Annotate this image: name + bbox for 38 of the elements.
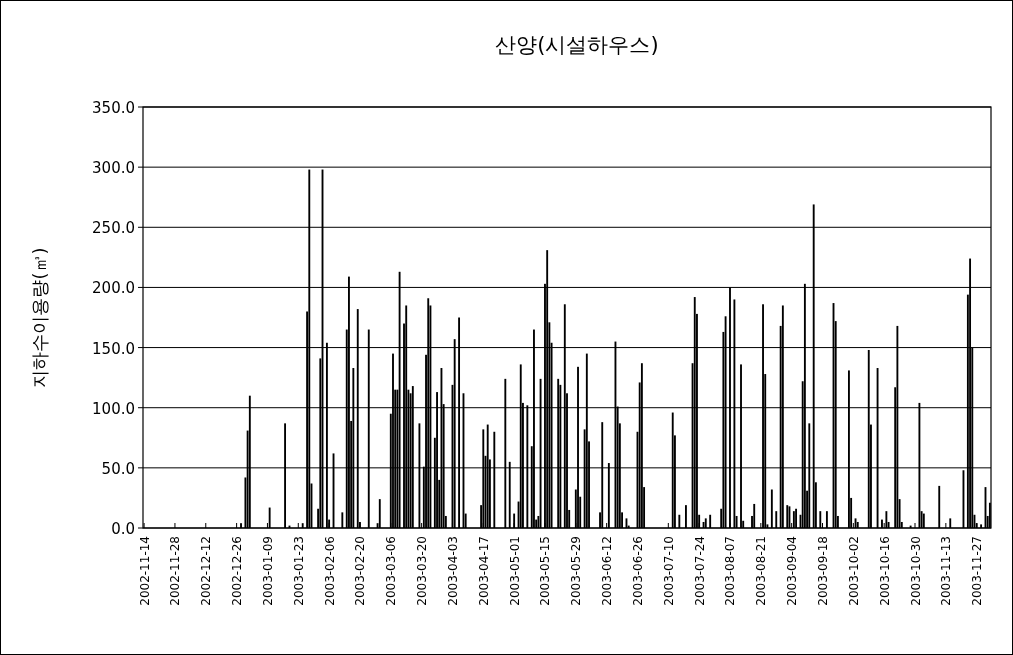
x-tick-label: 2003-06-12 xyxy=(600,536,615,606)
x-tick-label: 2002-11-28 xyxy=(168,536,183,606)
x-tick-label: 2003-09-18 xyxy=(816,536,830,606)
x-tick-label: 2003-06-26 xyxy=(630,536,645,606)
y-tick-label: 0.0 xyxy=(111,520,135,538)
x-tick-label: 2003-11-27 xyxy=(970,536,985,606)
x-tick-label: 2003-11-13 xyxy=(939,536,954,606)
x-tick-label: 2003-05-29 xyxy=(569,536,584,606)
x-tick-label: 2003-10-02 xyxy=(846,536,861,606)
chart-title: 산양(시설하우스) xyxy=(495,33,659,57)
y-tick-label: 50.0 xyxy=(101,459,135,478)
x-tick-label: 2003-08-07 xyxy=(723,536,738,606)
x-tick-label: 2003-03-06 xyxy=(384,536,399,606)
x-tick-label: 2003-02-20 xyxy=(353,536,368,606)
y-tick-label: 300.0 xyxy=(92,159,135,178)
x-tick-label: 2002-12-26 xyxy=(230,536,245,606)
y-tick-label: 100.0 xyxy=(92,399,135,418)
x-tick-label: 2003-01-09 xyxy=(260,536,275,606)
x-tick-label: 2003-04-17 xyxy=(476,536,491,606)
x-tick-label: 2002-11-14 xyxy=(137,536,152,606)
x-tick-label: 2003-09-04 xyxy=(785,536,800,606)
x-tick-label: 2003-01-23 xyxy=(291,536,306,606)
x-tick-label: 2003-08-21 xyxy=(754,536,769,606)
y-axis-title: 지하수이용량(㎥) xyxy=(29,247,50,388)
y-tick-label: 250.0 xyxy=(92,219,135,238)
x-tick-label: 2002-12-12 xyxy=(199,536,214,606)
x-tick-label: 2003-07-10 xyxy=(661,536,676,606)
x-tick-label: 2003-02-06 xyxy=(322,536,337,606)
x-tick-label: 2003-05-01 xyxy=(507,536,522,606)
x-tick-label: 2003-10-30 xyxy=(908,536,923,606)
x-tick-label: 2003-03-20 xyxy=(415,536,430,606)
x-tick-label: 2003-10-16 xyxy=(877,536,892,606)
y-tick-label: 200.0 xyxy=(92,279,135,298)
y-tick-label: 150.0 xyxy=(92,339,135,358)
x-tick-label: 2003-04-03 xyxy=(445,536,460,606)
y-tick-label: 350.0 xyxy=(92,99,135,117)
x-tick-label: 2003-05-15 xyxy=(538,536,553,606)
x-tick-label: 2003-07-24 xyxy=(692,536,707,606)
